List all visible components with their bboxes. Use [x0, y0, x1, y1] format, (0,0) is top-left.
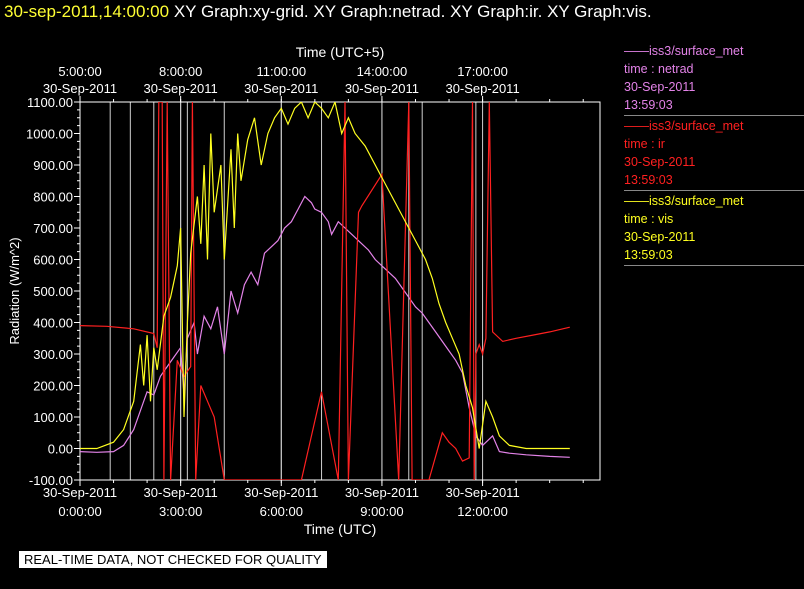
y-tick-label: 0.00 [48, 442, 73, 457]
y-tick-label: 500.00 [33, 284, 73, 299]
x-tick-time: 6:00:00 [260, 504, 303, 519]
x2-tick-time: 11:00:00 [256, 64, 306, 79]
x2-tick-time: 17:00:00 [457, 64, 508, 79]
legend-source: iss3/surface_met [649, 194, 744, 208]
x2-tick-date: 30-Sep-2011 [244, 81, 318, 96]
y-axis-label: Radiation (W/m^2) [7, 237, 22, 344]
series-line-2 [80, 102, 570, 450]
timestamp: 30-sep-2011,14:00:00 [4, 2, 170, 21]
y-tick-label: 300.00 [33, 347, 73, 362]
legend-date: 30-Sep-2011 [624, 230, 696, 244]
y-tick-label: 100.00 [33, 410, 73, 425]
legend-label: time : netrad [624, 62, 694, 76]
legend-source: iss3/surface_met [649, 119, 744, 133]
x2-tick-time: 14:00:00 [357, 64, 408, 79]
legend-label: time : vis [624, 212, 674, 226]
legend-time: 13:59:03 [624, 98, 673, 112]
legend: ——iss3/surface_met time : netrad 30-Sep-… [624, 42, 804, 267]
x-axis-label: Time (UTC) [304, 521, 377, 537]
x-tick-time: 3:00:00 [159, 504, 202, 519]
legend-time: 13:59:03 [624, 248, 673, 262]
x2-tick-date: 30-Sep-2011 [345, 81, 419, 96]
y-tick-label: 600.00 [33, 253, 73, 268]
y-tick-label: 1000.00 [26, 127, 73, 142]
x-tick-time: 12:00:00 [457, 504, 508, 519]
legend-time: 13:59:03 [624, 173, 673, 187]
y-tick-label: 1100.00 [27, 95, 73, 110]
x-tick-date: 30-Sep-2011 [43, 485, 117, 500]
x-tick-date: 30-Sep-2011 [144, 485, 218, 500]
y-tick-label: 800.00 [33, 190, 73, 205]
legend-date: 30-Sep-2011 [624, 80, 696, 94]
y-tick-label: -100.00 [29, 473, 73, 488]
legend-entry-netrad: ——iss3/surface_met time : netrad 30-Sep-… [624, 42, 804, 116]
x2-tick-time: 5:00:00 [58, 64, 101, 79]
legend-source: iss3/surface_met [649, 44, 744, 58]
legend-entry-ir: ——iss3/surface_met time : ir 30-Sep-2011… [624, 117, 804, 191]
y-tick-label: 200.00 [33, 379, 73, 394]
x-tick-time: 0:00:00 [58, 504, 101, 519]
x2-axis-label: Time (UTC+5) [296, 44, 385, 60]
y-tick-label: 900.00 [33, 158, 73, 173]
legend-label: time : ir [624, 137, 665, 151]
y-tick-label: 700.00 [33, 221, 73, 236]
series-line-1 [80, 102, 570, 480]
quality-warning: REAL-TIME DATA, NOT CHECKED FOR QUALITY [19, 551, 327, 568]
x2-tick-date: 30-Sep-2011 [144, 81, 218, 96]
series-line-0 [80, 195, 570, 458]
x2-tick-date: 30-Sep-2011 [43, 81, 117, 96]
legend-entry-vis: ——iss3/surface_met time : vis 30-Sep-201… [624, 192, 804, 266]
x-tick-date: 30-Sep-2011 [244, 485, 318, 500]
graph-list: XY Graph:xy-grid. XY Graph:netrad. XY Gr… [173, 2, 652, 21]
graph-title: 30-sep-2011,14:00:00 XY Graph:xy-grid. X… [4, 2, 652, 22]
legend-date: 30-Sep-2011 [624, 155, 696, 169]
x-tick-date: 30-Sep-2011 [445, 485, 519, 500]
x-tick-date: 30-Sep-2011 [345, 485, 419, 500]
x-tick-time: 9:00:00 [360, 504, 403, 519]
x2-tick-date: 30-Sep-2011 [445, 81, 519, 96]
y-tick-label: 400.00 [33, 316, 73, 331]
x2-tick-time: 8:00:00 [159, 64, 202, 79]
